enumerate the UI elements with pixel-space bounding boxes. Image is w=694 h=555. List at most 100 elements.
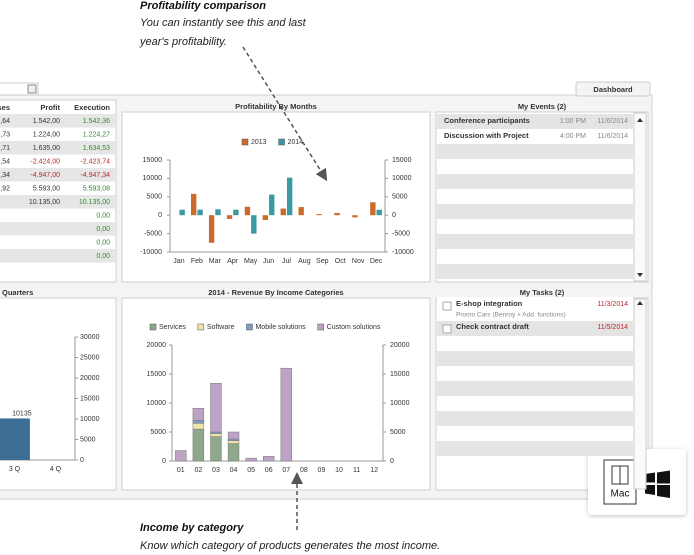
table-cell: -2.423,74 [80, 158, 110, 165]
table-cell: 5.593,08 [83, 185, 110, 192]
x-tick-label: 06 [265, 467, 273, 474]
panel-title: My Events (2) [518, 102, 567, 111]
x-tick-label: Feb [191, 258, 203, 265]
y-tick-label: 15000 [392, 157, 412, 164]
table-cell: 5.593,00 [33, 185, 60, 192]
x-tick-label: 10 [335, 467, 343, 474]
y-tick-label: 20000 [147, 342, 167, 349]
bar-segment [227, 438, 240, 441]
y-tick-label: -10000 [392, 249, 414, 256]
y-tick-label: 10000 [147, 400, 167, 407]
list-row [437, 321, 633, 336]
table-row [0, 222, 116, 236]
table-cell: ,54 [0, 158, 10, 165]
list-row [437, 411, 633, 426]
table-header: Execution [74, 103, 110, 112]
scrollbar[interactable] [633, 112, 647, 282]
table-header: ses [0, 103, 10, 112]
list-row [437, 336, 633, 351]
badge-label[interactable]: Mac [611, 489, 630, 500]
x-tick-label: Sep [316, 258, 329, 265]
bar-segment [210, 431, 222, 434]
bar [334, 212, 340, 216]
y-tick-label: 0 [80, 457, 84, 464]
table-row [0, 168, 116, 182]
task-checkbox[interactable] [442, 301, 452, 311]
legend-label: Mobile solutions [255, 324, 306, 331]
task-date: 11/5/2014 [597, 324, 628, 331]
task-name[interactable]: E-shop integration [456, 299, 523, 308]
y-tick-label: 10000 [80, 416, 100, 423]
scrollbar[interactable] [633, 298, 647, 490]
y-tick-label: 0 [162, 458, 166, 465]
y-tick-label: 15000 [390, 371, 410, 378]
x-tick-label: Nov [352, 258, 365, 265]
table-cell: 0,00 [96, 226, 110, 233]
list-row [437, 114, 633, 129]
y-tick-label: 30000 [80, 334, 100, 341]
legend-swatch [246, 323, 253, 331]
table-row [0, 249, 116, 263]
bar [197, 209, 203, 216]
windows-icon[interactable] [645, 470, 670, 499]
tab-label[interactable]: Dashboard [593, 85, 633, 94]
bar-segment [192, 428, 205, 462]
list-row [437, 264, 633, 279]
bar [376, 209, 382, 216]
table-cell: 1.635,00 [33, 145, 60, 152]
list-row [437, 129, 633, 144]
x-tick-label: Apr [227, 258, 239, 265]
legend-swatch [197, 323, 205, 331]
x-tick-label: 01 [177, 467, 185, 474]
list-row [437, 174, 633, 189]
task-name[interactable]: Check contract draft [456, 322, 529, 331]
bar [191, 193, 197, 216]
bar [251, 215, 257, 234]
chart-panel [0, 297, 117, 491]
x-tick-label: 3 Q [9, 466, 21, 473]
scroll-up[interactable] [637, 301, 643, 305]
y-tick-label: 0 [392, 212, 396, 219]
table-row [0, 195, 116, 209]
y-tick-label: 5000 [146, 194, 162, 201]
scroll-down[interactable] [637, 273, 643, 277]
list-row [437, 219, 633, 234]
bar-segment [192, 423, 205, 430]
bar-segment [227, 431, 240, 440]
chart-panel [121, 111, 431, 283]
bar-segment [263, 456, 275, 462]
chart-title: 2014 - Revenue By Income Categories [208, 288, 343, 297]
table-cell: -4.947,34 [80, 172, 110, 179]
bar [352, 215, 358, 218]
bar-segment [280, 367, 292, 462]
x-tick-label: 03 [212, 467, 220, 474]
x-tick-label: 4 Q [50, 466, 62, 473]
x-tick-label: Jul [282, 258, 291, 265]
event-name[interactable]: Conference participants [444, 116, 530, 125]
table-cell: ,92 [0, 185, 10, 192]
scroll-up[interactable] [637, 118, 643, 122]
event-name[interactable]: Discussion with Project [444, 131, 529, 140]
list-row [437, 297, 633, 321]
table-cell: 1.634,53 [83, 145, 110, 152]
tab[interactable] [575, 81, 651, 97]
table-cell: ,64 [0, 118, 10, 125]
y-tick-label: 20000 [80, 375, 100, 382]
annotation-title: Profitability comparison [140, 0, 266, 12]
list-row [437, 441, 633, 456]
y-tick-label: 15000 [147, 371, 167, 378]
table-cell: 10.135,00 [79, 199, 110, 206]
bar-segment [210, 436, 222, 462]
y-tick-label: 15000 [143, 157, 163, 164]
bar-segment [192, 407, 205, 421]
legend-label: Custom solutions [327, 324, 381, 331]
task-checkbox[interactable] [442, 324, 452, 334]
annotation-text: Know which category of products generate… [140, 540, 440, 552]
y-tick-label: -10000 [140, 249, 162, 256]
calendar-icon[interactable] [27, 84, 37, 94]
table-cell: 10.135,00 [29, 199, 60, 206]
x-tick-label: Dec [370, 258, 383, 265]
x-tick-label: 05 [247, 467, 255, 474]
x-tick-label: Jun [263, 258, 274, 265]
